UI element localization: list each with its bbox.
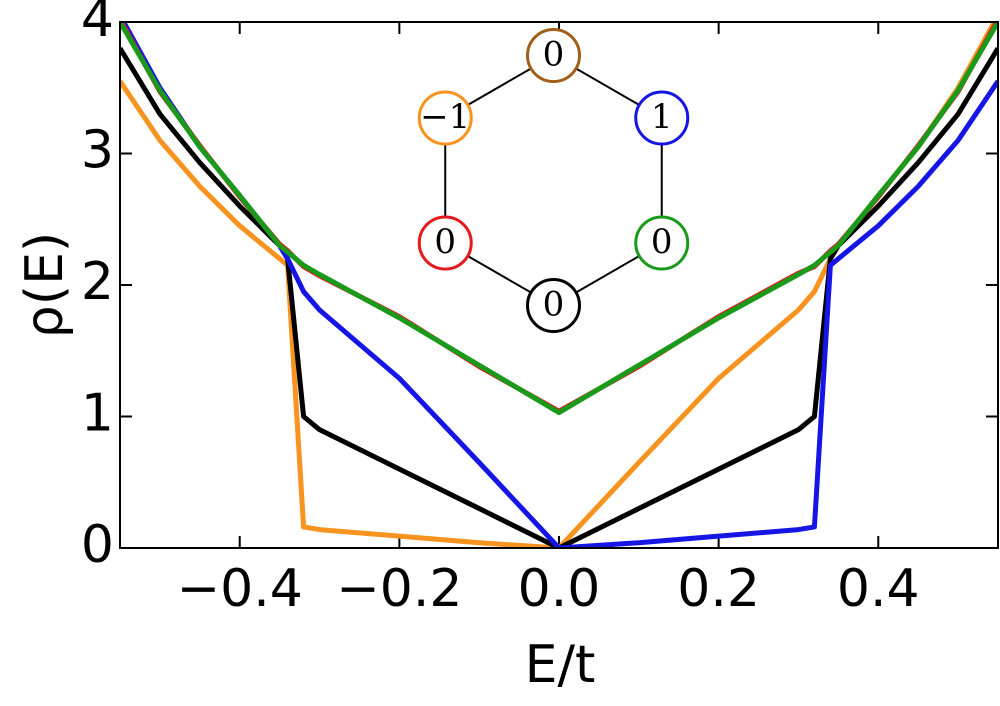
x-tick-label: −0.4 <box>177 559 303 619</box>
lattice-site <box>417 90 473 146</box>
plot-area <box>120 22 998 548</box>
y-tick-label: 4 <box>81 0 114 49</box>
y-axis-label: ρ(E) <box>15 232 75 338</box>
x-axis-label: E/t <box>525 635 596 695</box>
x-tick-label: 0.4 <box>837 559 920 619</box>
plot-frame <box>119 21 999 549</box>
series-line <box>120 22 998 416</box>
lattice-site <box>526 278 581 333</box>
site-label: 0 <box>651 222 673 262</box>
y-tick-label: 2 <box>81 252 114 312</box>
y-tick-label: 0 <box>81 515 114 575</box>
x-tick-label: −0.2 <box>336 559 462 619</box>
series-line <box>120 47 998 548</box>
x-tick-label: 0.0 <box>518 559 601 619</box>
site-label: 0 <box>543 35 565 75</box>
y-tick-label: 3 <box>81 121 114 181</box>
lattice-site <box>634 215 690 271</box>
x-tick-label: 0.2 <box>677 559 760 619</box>
site-label: 0 <box>543 285 565 325</box>
lattice-site <box>417 215 473 271</box>
site-label: −1 <box>420 97 470 137</box>
site-label: 1 <box>651 97 673 137</box>
lattice-site <box>634 90 690 146</box>
lattice-site <box>526 28 581 83</box>
y-tick-label: 1 <box>81 384 114 444</box>
site-label: 0 <box>434 222 456 262</box>
